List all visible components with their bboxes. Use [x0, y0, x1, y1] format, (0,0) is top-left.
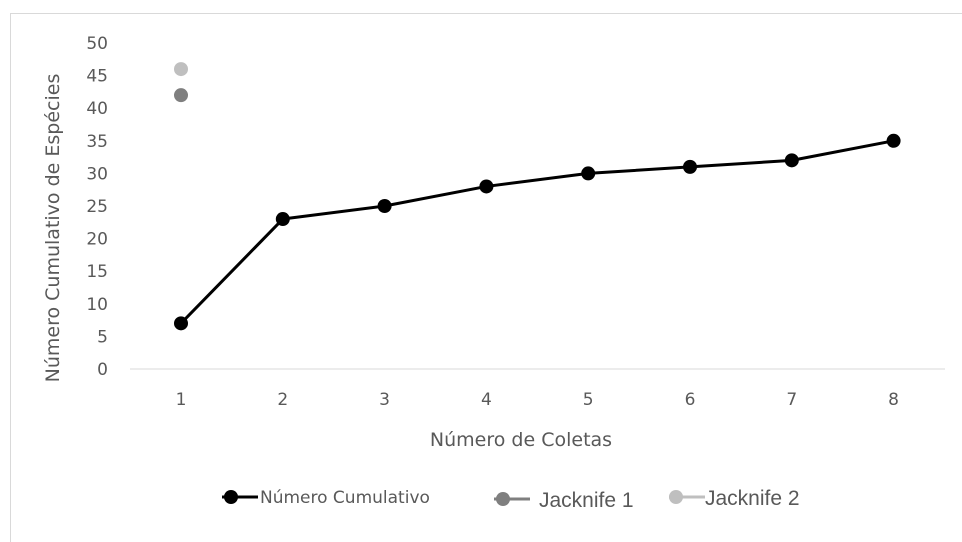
x-tick-label: 8 — [888, 390, 899, 410]
y-tick-label: 20 — [86, 230, 108, 250]
x-tick-label: 7 — [786, 390, 797, 410]
x-tick-label: 2 — [277, 390, 288, 410]
data-point-numero-cumulativo — [275, 212, 290, 227]
x-tick-label: 6 — [685, 390, 696, 410]
data-point-numero-cumulativo — [784, 153, 799, 168]
legend-item-jacknife-1: Jacknife 1 — [494, 489, 634, 512]
y-tick-label: 35 — [86, 132, 108, 152]
x-tick-label: 1 — [176, 390, 187, 410]
x-axis-tick-labels: 1 2 3 4 5 6 7 8 — [176, 390, 899, 410]
y-tick-label: 25 — [86, 197, 108, 217]
data-point-numero-cumulativo — [174, 316, 188, 331]
legend-marker-jacknife-2 — [669, 490, 683, 504]
data-point-numero-cumulativo — [377, 199, 392, 213]
legend-marker-numero-cumulativo — [224, 490, 238, 504]
x-tick-label: 5 — [583, 390, 594, 410]
legend-label-jacknife-2: Jacknife 2 — [705, 487, 800, 510]
y-tick-label: 0 — [97, 360, 108, 380]
x-tick-label: 4 — [481, 390, 492, 410]
y-tick-label: 30 — [86, 164, 108, 184]
y-tick-label: 15 — [86, 262, 108, 282]
x-axis-title: Número de Coletas — [430, 429, 612, 451]
legend-item-numero-cumulativo: Número Cumulativo — [222, 488, 430, 508]
legend-item-jacknife-2: Jacknife 2 — [669, 487, 800, 510]
legend-label-jacknife-1: Jacknife 1 — [539, 489, 634, 512]
x-tick-label: 3 — [379, 390, 390, 410]
data-point-numero-cumulativo — [479, 179, 494, 194]
legend-marker-jacknife-1 — [496, 492, 510, 506]
y-tick-label: 40 — [86, 99, 108, 119]
data-point-jacknife-2 — [174, 62, 188, 77]
y-tick-label: 45 — [86, 67, 108, 87]
data-point-jacknife-1 — [174, 88, 188, 103]
plot-series — [174, 62, 901, 331]
chart-area — [10, 13, 962, 542]
legend-label-numero-cumulativo: Número Cumulativo — [260, 488, 430, 508]
y-tick-label: 5 — [97, 327, 108, 347]
data-point-numero-cumulativo — [886, 133, 901, 148]
y-tick-label: 10 — [86, 295, 108, 315]
legend: Número Cumulativo Jacknife 1 Jacknife 2 — [222, 487, 800, 512]
series-line-numero-cumulativo — [179, 139, 894, 325]
y-tick-label: 50 — [86, 34, 108, 54]
data-point-numero-cumulativo — [581, 166, 596, 181]
y-axis-title: Número Cumulativo de Espécies — [42, 74, 64, 383]
y-axis-tick-labels: 0 5 10 15 20 25 30 35 40 45 50 — [86, 34, 108, 380]
data-point-numero-cumulativo — [683, 159, 697, 174]
